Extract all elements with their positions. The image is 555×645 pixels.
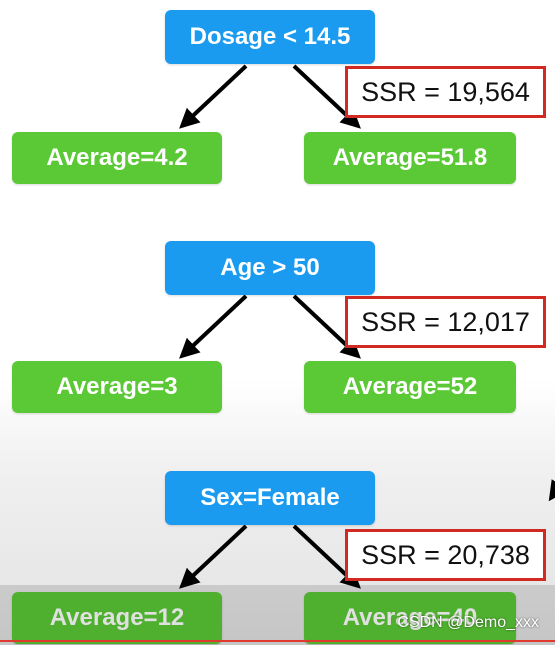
tree3-left-arrow xyxy=(179,524,248,589)
watermark: CSDN @Demo_xxx xyxy=(397,614,539,631)
tree2-ssr-box: SSR = 12,017 xyxy=(345,296,546,348)
tree1-right-leaf: Average=51.8 xyxy=(304,132,516,184)
tree1-root-label: Dosage < 14.5 xyxy=(189,23,351,50)
tree3-ssr-box: SSR = 20,738 xyxy=(345,529,546,581)
tree3-left-leaf: Average=12 xyxy=(12,592,222,644)
bottom-progress-line xyxy=(0,640,555,642)
tree2-left-arrow xyxy=(179,294,248,359)
tree2-left-leaf-label: Average=3 xyxy=(56,373,178,400)
tree2-ssr-label: SSR = 12,017 xyxy=(361,306,530,337)
tree1-left-leaf-label: Average=4.2 xyxy=(46,144,188,171)
tree2-root-label: Age > 50 xyxy=(220,254,320,281)
tree3-root-node: Sex=Female xyxy=(165,471,375,525)
tree3-ssr-label: SSR = 20,738 xyxy=(361,539,530,570)
tree3-right-leaf-label: Average=40 xyxy=(342,604,478,631)
offscreen-arrow xyxy=(548,479,555,502)
tree2-left-leaf: Average=3 xyxy=(12,361,222,413)
tree1-ssr-box: SSR = 19,564 xyxy=(345,66,546,118)
tree1-root-node: Dosage < 14.5 xyxy=(165,10,375,64)
tree1-right-leaf-label: Average=51.8 xyxy=(332,144,488,171)
tree2-root-node: Age > 50 xyxy=(165,241,375,295)
tree1-left-leaf: Average=4.2 xyxy=(12,132,222,184)
tree1-ssr-label: SSR = 19,564 xyxy=(361,76,530,107)
tree3-left-leaf-label: Average=12 xyxy=(49,604,185,631)
tree1-left-arrow xyxy=(179,64,248,129)
tree3-right-leaf: Average=40 xyxy=(304,592,516,644)
tree2-right-leaf-label: Average=52 xyxy=(342,373,478,400)
tree3-root-label: Sex=Female xyxy=(200,484,340,511)
tree2-right-leaf: Average=52 xyxy=(304,361,516,413)
